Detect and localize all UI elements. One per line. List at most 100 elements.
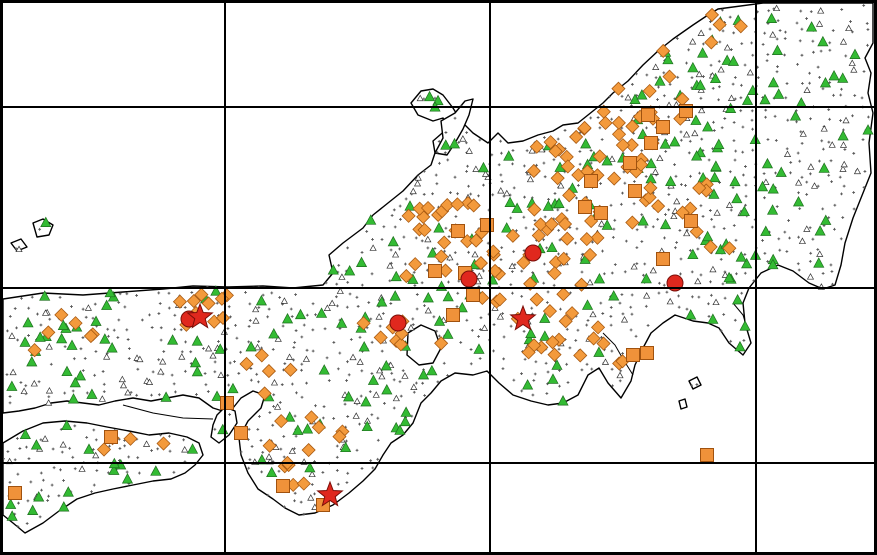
open-triangle-station-icon[interactable] — [424, 306, 432, 314]
orange-diamond-station-icon[interactable] — [434, 336, 449, 351]
small-cross-station-icon[interactable] — [478, 138, 482, 142]
small-cross-station-icon[interactable] — [664, 213, 667, 216]
small-cross-station-icon[interactable] — [148, 313, 151, 317]
open-triangle-station-icon[interactable] — [630, 262, 638, 270]
green-triangle-station-icon[interactable] — [426, 364, 438, 376]
small-cross-station-icon[interactable] — [302, 323, 306, 327]
orange-square-station-icon[interactable] — [451, 224, 465, 238]
green-triangle-station-icon[interactable] — [294, 308, 307, 320]
green-triangle-station-icon[interactable] — [553, 197, 565, 208]
green-triangle-station-icon[interactable] — [327, 264, 339, 275]
small-cross-station-icon[interactable] — [257, 306, 261, 309]
small-cross-station-icon[interactable] — [248, 458, 252, 462]
orange-diamond-station-icon[interactable] — [123, 431, 138, 446]
small-cross-station-icon[interactable] — [547, 197, 550, 201]
small-cross-station-icon[interactable] — [785, 147, 789, 151]
small-cross-station-icon[interactable] — [645, 126, 648, 130]
small-cross-station-icon[interactable] — [797, 191, 800, 195]
open-triangle-station-icon[interactable] — [709, 265, 717, 273]
orange-diamond-station-icon[interactable] — [692, 180, 707, 196]
small-cross-station-icon[interactable] — [16, 525, 20, 528]
small-cross-station-icon[interactable] — [272, 405, 275, 408]
small-cross-station-icon[interactable] — [150, 326, 154, 329]
open-triangle-station-icon[interactable] — [145, 378, 154, 385]
small-cross-station-icon[interactable] — [277, 469, 281, 473]
open-triangle-station-icon[interactable] — [842, 116, 850, 124]
green-triangle-station-icon[interactable] — [581, 299, 594, 310]
small-cross-station-icon[interactable] — [743, 63, 747, 67]
green-triangle-station-icon[interactable] — [381, 383, 393, 395]
small-cross-station-icon[interactable] — [808, 226, 812, 230]
small-cross-station-icon[interactable] — [13, 307, 17, 310]
small-cross-station-icon[interactable] — [370, 372, 374, 375]
green-triangle-station-icon[interactable] — [792, 195, 805, 207]
open-triangle-station-icon[interactable] — [252, 317, 260, 324]
small-cross-station-icon[interactable] — [552, 158, 556, 162]
open-triangle-station-icon[interactable] — [273, 403, 282, 410]
green-triangle-station-icon[interactable] — [694, 79, 706, 90]
orange-square-station-icon[interactable] — [466, 288, 480, 302]
small-cross-station-icon[interactable] — [102, 390, 106, 394]
open-triangle-station-icon[interactable] — [41, 435, 49, 442]
open-triangle-station-icon[interactable] — [557, 181, 565, 189]
open-triangle-station-icon[interactable] — [98, 395, 106, 402]
small-cross-station-icon[interactable] — [728, 170, 732, 174]
small-cross-station-icon[interactable] — [189, 350, 193, 354]
orange-square-station-icon[interactable] — [234, 426, 248, 440]
small-cross-station-icon[interactable] — [585, 323, 589, 327]
green-triangle-station-icon[interactable] — [697, 47, 709, 58]
small-cross-station-icon[interactable] — [578, 131, 582, 135]
small-cross-station-icon[interactable] — [657, 291, 661, 295]
small-cross-station-icon[interactable] — [565, 208, 569, 212]
open-triangle-station-icon[interactable] — [746, 68, 754, 76]
small-cross-station-icon[interactable] — [248, 302, 252, 306]
small-cross-station-icon[interactable] — [266, 493, 270, 497]
small-cross-station-icon[interactable] — [68, 446, 72, 450]
small-cross-station-icon[interactable] — [751, 127, 754, 131]
green-triangle-station-icon[interactable] — [702, 121, 714, 132]
small-cross-station-icon[interactable] — [712, 225, 716, 229]
small-cross-station-icon[interactable] — [732, 139, 736, 143]
open-triangle-station-icon[interactable] — [78, 465, 86, 472]
orange-square-station-icon[interactable] — [626, 348, 640, 362]
small-cross-station-icon[interactable] — [81, 307, 85, 311]
green-triangle-station-icon[interactable] — [702, 230, 714, 242]
small-cross-station-icon[interactable] — [343, 402, 347, 406]
small-cross-station-icon[interactable] — [117, 301, 121, 304]
small-cross-station-icon[interactable] — [455, 305, 459, 309]
small-cross-station-icon[interactable] — [95, 469, 99, 472]
small-cross-station-icon[interactable] — [392, 406, 396, 410]
small-cross-station-icon[interactable] — [108, 444, 111, 448]
small-cross-station-icon[interactable] — [795, 21, 799, 25]
open-triangle-station-icon[interactable] — [508, 262, 516, 270]
small-cross-station-icon[interactable] — [601, 249, 604, 253]
green-triangle-station-icon[interactable] — [150, 465, 162, 476]
small-cross-station-icon[interactable] — [700, 137, 704, 141]
small-cross-station-icon[interactable] — [798, 39, 802, 43]
small-cross-station-icon[interactable] — [717, 59, 721, 63]
small-cross-station-icon[interactable] — [542, 161, 546, 165]
green-triangle-station-icon[interactable] — [433, 315, 446, 326]
small-cross-station-icon[interactable] — [213, 360, 217, 364]
small-cross-station-icon[interactable] — [346, 471, 350, 475]
green-triangle-station-icon[interactable] — [358, 341, 370, 352]
orange-square-station-icon[interactable] — [578, 200, 592, 214]
small-cross-station-icon[interactable] — [839, 237, 843, 241]
small-cross-station-icon[interactable] — [840, 192, 843, 196]
small-cross-station-icon[interactable] — [300, 335, 304, 339]
small-cross-station-icon[interactable] — [634, 334, 638, 338]
small-cross-station-icon[interactable] — [443, 249, 447, 253]
green-triangle-station-icon[interactable] — [837, 129, 849, 141]
small-cross-station-icon[interactable] — [852, 191, 856, 194]
orange-diamond-station-icon[interactable] — [301, 442, 316, 458]
small-cross-station-icon[interactable] — [750, 225, 754, 229]
small-cross-station-icon[interactable] — [729, 339, 733, 343]
orange-diamond-station-icon[interactable] — [531, 228, 546, 243]
small-cross-station-icon[interactable] — [559, 307, 562, 311]
small-cross-station-icon[interactable] — [783, 53, 786, 57]
small-cross-station-icon[interactable] — [73, 467, 77, 471]
small-cross-station-icon[interactable] — [370, 413, 374, 417]
map-canvas[interactable] — [3, 3, 874, 552]
small-cross-station-icon[interactable] — [750, 118, 754, 122]
